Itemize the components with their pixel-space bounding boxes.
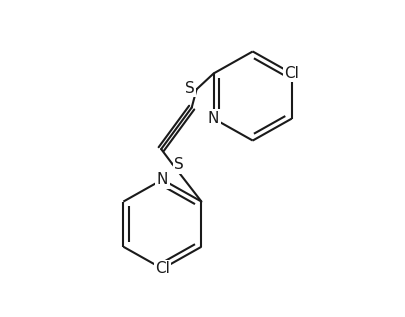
Text: N: N	[157, 172, 168, 187]
Text: S: S	[185, 81, 195, 96]
Text: Cl: Cl	[155, 261, 170, 276]
Text: N: N	[208, 111, 220, 126]
Text: Cl: Cl	[284, 66, 299, 81]
Text: S: S	[174, 158, 184, 172]
